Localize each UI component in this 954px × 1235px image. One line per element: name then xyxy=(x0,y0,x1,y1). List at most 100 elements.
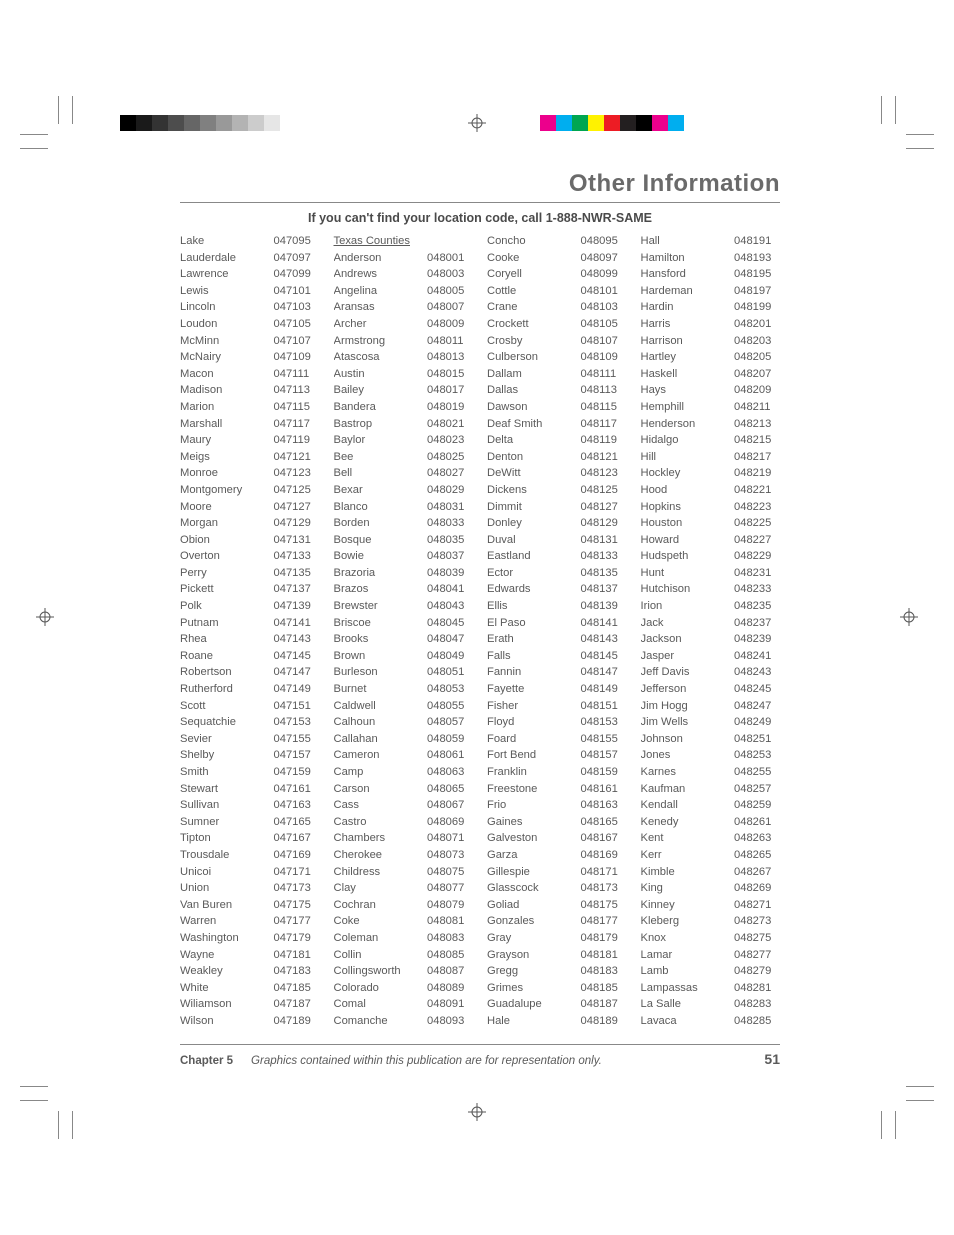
county-name: Henderson xyxy=(641,416,735,433)
county-name: Aransas xyxy=(334,299,428,316)
county-row: Hopkins048223 xyxy=(641,499,781,516)
county-name: Edwards xyxy=(487,581,581,598)
county-name: Madison xyxy=(180,382,274,399)
county-row: Cherokee048073 xyxy=(334,847,474,864)
crop-mark xyxy=(895,96,896,124)
county-name: Putnam xyxy=(180,615,274,632)
county-row: Goliad048175 xyxy=(487,897,627,914)
county-code: 048229 xyxy=(734,548,780,565)
county-code: 048119 xyxy=(581,432,627,449)
county-row: Guadalupe048187 xyxy=(487,996,627,1013)
county-code: 047117 xyxy=(274,416,320,433)
county-row: Crosby048107 xyxy=(487,333,627,350)
county-code: 048263 xyxy=(734,830,780,847)
county-code: 048075 xyxy=(427,864,473,881)
county-name: La Salle xyxy=(641,996,735,1013)
county-name: Cottle xyxy=(487,283,581,300)
county-name: Perry xyxy=(180,565,274,582)
county-code: 048149 xyxy=(581,681,627,698)
county-name: Cherokee xyxy=(334,847,428,864)
county-name: Childress xyxy=(334,864,428,881)
county-name: Collingsworth xyxy=(334,963,428,980)
county-name: Pickett xyxy=(180,581,274,598)
county-code: 048197 xyxy=(734,283,780,300)
county-name: Marshall xyxy=(180,416,274,433)
county-name: Ector xyxy=(487,565,581,582)
county-name: Austin xyxy=(334,366,428,383)
county-name: Grayson xyxy=(487,947,581,964)
county-row: Jack048237 xyxy=(641,615,781,632)
county-row: Lavaca048285 xyxy=(641,1013,781,1030)
county-row: Bailey048017 xyxy=(334,382,474,399)
county-name: Cooke xyxy=(487,250,581,267)
county-name: Angelina xyxy=(334,283,428,300)
county-code: 048081 xyxy=(427,913,473,930)
county-code: 048243 xyxy=(734,664,780,681)
county-row: Wilson047189 xyxy=(180,1013,320,1030)
county-column: Texas CountiesAnderson048001Andrews04800… xyxy=(334,233,474,1030)
county-row: Kinney048271 xyxy=(641,897,781,914)
county-code: 048203 xyxy=(734,333,780,350)
county-code: 048187 xyxy=(581,996,627,1013)
county-name: Bowie xyxy=(334,548,428,565)
county-name: El Paso xyxy=(487,615,581,632)
county-row: Gillespie048171 xyxy=(487,864,627,881)
county-row: Lawrence047099 xyxy=(180,266,320,283)
county-row: Kerr048265 xyxy=(641,847,781,864)
county-name: Hardeman xyxy=(641,283,735,300)
county-row: Angelina048005 xyxy=(334,283,474,300)
county-row: Bell048027 xyxy=(334,465,474,482)
county-row: Haskell048207 xyxy=(641,366,781,383)
county-row: Donley048129 xyxy=(487,515,627,532)
crop-mark xyxy=(906,148,934,149)
county-name: Hockley xyxy=(641,465,735,482)
county-code: 048213 xyxy=(734,416,780,433)
county-row: Maury047119 xyxy=(180,432,320,449)
county-name: Obion xyxy=(180,532,274,549)
county-row: Karnes048255 xyxy=(641,764,781,781)
county-name: Jackson xyxy=(641,631,735,648)
county-row: McMinn047107 xyxy=(180,333,320,350)
county-name: Lincoln xyxy=(180,299,274,316)
county-row: Obion047131 xyxy=(180,532,320,549)
county-name: Gaines xyxy=(487,814,581,831)
county-row: Brazoria048039 xyxy=(334,565,474,582)
county-row: Lincoln047103 xyxy=(180,299,320,316)
county-code: 047123 xyxy=(274,465,320,482)
county-code: 048037 xyxy=(427,548,473,565)
county-code: 048171 xyxy=(581,864,627,881)
county-code: 048115 xyxy=(581,399,627,416)
county-row: Jim Wells048249 xyxy=(641,714,781,731)
county-row: Bastrop048021 xyxy=(334,416,474,433)
county-code: 048125 xyxy=(581,482,627,499)
county-name: Cass xyxy=(334,797,428,814)
county-row: Clay048077 xyxy=(334,880,474,897)
county-name: Foard xyxy=(487,731,581,748)
county-row: Gonzales048177 xyxy=(487,913,627,930)
county-name: Clay xyxy=(334,880,428,897)
county-name: Camp xyxy=(334,764,428,781)
county-row: Lake047095 xyxy=(180,233,320,250)
county-row: Moore047127 xyxy=(180,499,320,516)
county-name: Hale xyxy=(487,1013,581,1030)
county-name: Montgomery xyxy=(180,482,274,499)
county-row: Delta048119 xyxy=(487,432,627,449)
county-row: Bowie048037 xyxy=(334,548,474,565)
title-rule xyxy=(180,202,780,203)
crop-mark xyxy=(20,134,48,135)
county-row: Warren047177 xyxy=(180,913,320,930)
county-row: Harrison048203 xyxy=(641,333,781,350)
county-name: Brewster xyxy=(334,598,428,615)
county-code: 048151 xyxy=(581,698,627,715)
county-row: Scott047151 xyxy=(180,698,320,715)
county-row: Roane047145 xyxy=(180,648,320,665)
county-name: Moore xyxy=(180,499,274,516)
county-code: 048261 xyxy=(734,814,780,831)
county-name: Goliad xyxy=(487,897,581,914)
crop-mark xyxy=(881,1111,882,1139)
county-row: Irion048235 xyxy=(641,598,781,615)
county-row: Dickens048125 xyxy=(487,482,627,499)
county-code: 048239 xyxy=(734,631,780,648)
county-row: Collingsworth048087 xyxy=(334,963,474,980)
county-row: Kenedy048261 xyxy=(641,814,781,831)
